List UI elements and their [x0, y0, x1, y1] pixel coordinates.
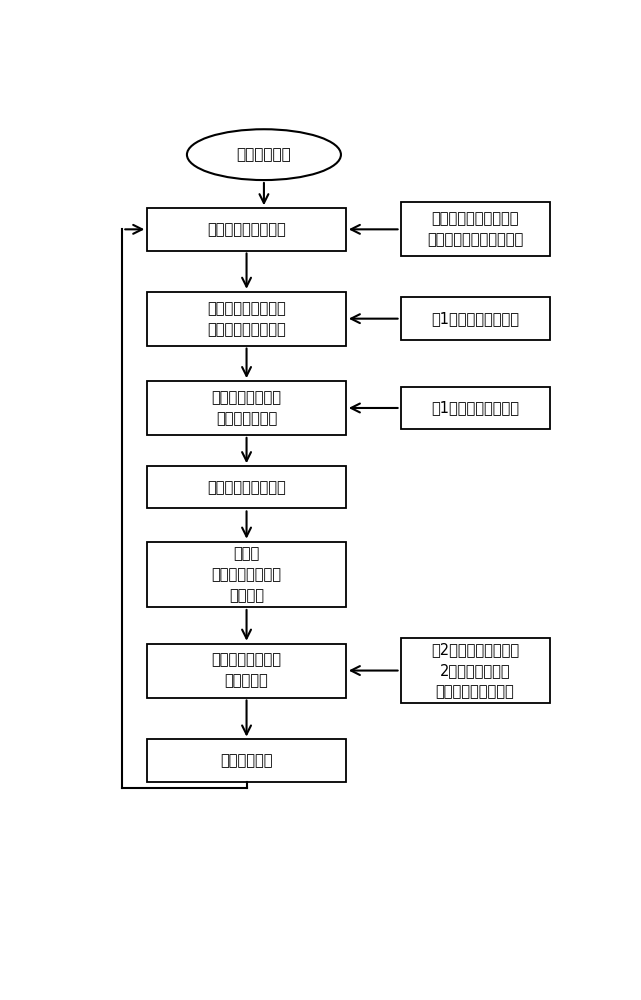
- Bar: [147, 739, 346, 782]
- Bar: [401, 202, 549, 256]
- Text: 测量当前转速和桨距: 测量当前转速和桨距: [207, 222, 286, 237]
- Ellipse shape: [187, 129, 341, 180]
- Text: 在1号微控制器中完成: 在1号微控制器中完成: [431, 311, 519, 326]
- Text: 启动控制系统: 启动控制系统: [237, 147, 291, 162]
- Text: 利用当前转速和桨距
估算最佳转速和桨距: 利用当前转速和桨距 估算最佳转速和桨距: [207, 301, 286, 337]
- Text: 在2号微控制器中完成
2号微控制器包括
完整的飞行控制系统: 在2号微控制器中完成 2号微控制器包括 完整的飞行控制系统: [431, 642, 519, 699]
- Bar: [401, 387, 549, 429]
- Bar: [401, 297, 549, 340]
- Bar: [147, 208, 346, 251]
- Bar: [147, 466, 346, 508]
- Text: 造成转速改变: 造成转速改变: [221, 753, 273, 768]
- Bar: [147, 381, 346, 435]
- Bar: [147, 292, 346, 346]
- Text: 在1号微控制器中完成: 在1号微控制器中完成: [431, 400, 519, 415]
- Bar: [401, 638, 549, 703]
- Bar: [147, 542, 346, 607]
- Text: 通过所述控制算法
控制总桨距: 通过所述控制算法 控制总桨距: [212, 653, 281, 689]
- Text: 发动机输出功率改变: 发动机输出功率改变: [207, 480, 286, 495]
- Bar: [147, 644, 346, 698]
- Text: 飞行器
高度和高度变化率
发生改变: 飞行器 高度和高度变化率 发生改变: [212, 546, 281, 603]
- Text: 由转速传感器返回转速
由桨距伺服机构得到桨距: 由转速传感器返回转速 由桨距伺服机构得到桨距: [427, 211, 523, 247]
- Text: 通过所述控制算法
控制发动机油门: 通过所述控制算法 控制发动机油门: [212, 390, 281, 426]
